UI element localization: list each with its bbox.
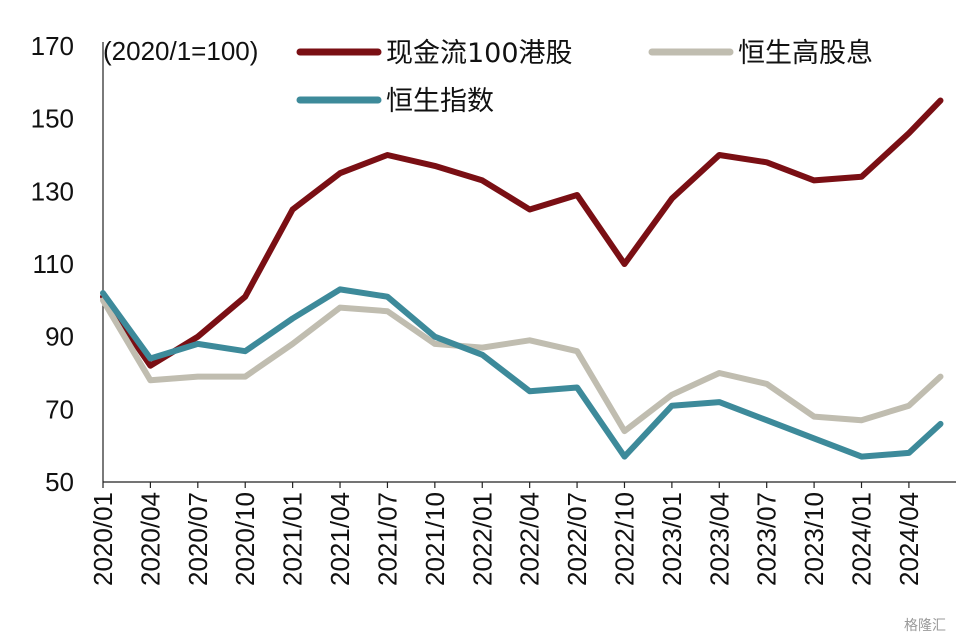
- y-axis-ticks: 50 70 90 110 130 150 170: [31, 31, 74, 497]
- y-tick-label: 150: [31, 104, 74, 134]
- x-tick-label: 2024/04: [894, 492, 924, 586]
- x-tick-label: 2020/10: [230, 492, 260, 586]
- base-annotation: (2020/1=100): [103, 36, 258, 66]
- x-tick-label: 2023/04: [704, 492, 734, 586]
- series-lines: [100, 97, 944, 460]
- series-line: [100, 286, 944, 460]
- y-tick-label: 50: [45, 467, 74, 497]
- series-line: [100, 297, 944, 435]
- legend-label: 恒生高股息: [738, 38, 873, 69]
- x-tick-label: 2023/01: [657, 492, 687, 586]
- y-tick-label: 90: [45, 322, 74, 352]
- x-tick-label: 2022/10: [609, 492, 639, 586]
- x-tick-label: 2022/07: [562, 492, 592, 586]
- x-tick-label: 2023/07: [752, 492, 782, 586]
- y-tick-label: 70: [45, 394, 74, 424]
- x-tick-label: 2020/07: [183, 492, 213, 586]
- y-tick-label: 130: [31, 176, 74, 206]
- x-tick-label: 2024/01: [847, 492, 877, 586]
- axes: [102, 42, 956, 483]
- x-tick-label: 2020/01: [88, 492, 118, 586]
- legend-label: 现金流100港股: [386, 38, 573, 69]
- legend-label: 恒生指数: [386, 86, 494, 117]
- x-tick-label: 2023/10: [799, 492, 829, 586]
- x-tick-label: 2021/01: [278, 492, 308, 586]
- x-tick-label: 2022/01: [467, 492, 497, 586]
- x-axis-ticks: 2020/01 2020/04 2020/07 2020/10 2021/01 2021/…: [88, 482, 924, 586]
- x-tick-label: 2022/04: [515, 492, 545, 586]
- y-tick-label: 170: [31, 31, 74, 61]
- watermark: 格隆汇: [904, 618, 946, 634]
- series-line: [100, 97, 944, 369]
- y-tick-label: 110: [33, 249, 74, 279]
- x-tick-label: 2021/07: [372, 492, 402, 586]
- x-tick-label: 2020/04: [135, 492, 165, 586]
- x-tick-label: 2021/04: [325, 492, 355, 586]
- x-tick-label: 2021/10: [420, 492, 450, 586]
